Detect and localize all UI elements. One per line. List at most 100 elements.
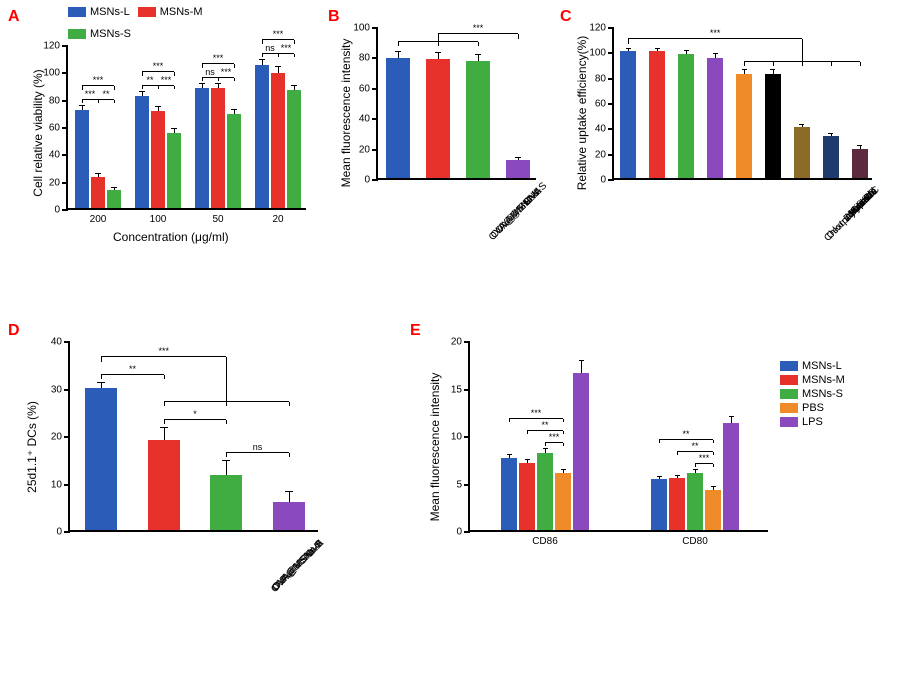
legend-item: MSNs-S [780, 388, 845, 400]
panel-d: D 25d1.1⁺ DCs (%) 010203040OVA@MSNs-LOVA… [8, 320, 348, 620]
significance-label: *** [699, 453, 710, 463]
bar [723, 423, 739, 530]
significance-label: *** [161, 75, 172, 85]
legend-label: MSNs-S [802, 388, 843, 400]
bar [75, 110, 89, 208]
legend-swatch [68, 29, 86, 39]
bar [736, 74, 752, 178]
bar [620, 51, 636, 178]
panel-c-label: C [560, 8, 572, 26]
bar [211, 88, 225, 208]
y-tick-label: 5 [456, 479, 462, 490]
bar [167, 133, 181, 208]
significance-label: ** [129, 364, 136, 374]
y-tick-label: 30 [51, 384, 62, 395]
y-tick-label: 0 [54, 205, 60, 216]
significance-label: ns [265, 43, 275, 53]
panel-c: C Relative uptake efficiency(%) 02040608… [560, 6, 890, 256]
legend-swatch [138, 7, 156, 17]
bar [386, 58, 410, 178]
bar [519, 463, 535, 530]
y-tick-label: 10 [451, 432, 462, 443]
bar [151, 111, 165, 208]
significance-label: ** [146, 75, 153, 85]
x-axis-title: Concentration (μg/ml) [113, 230, 229, 244]
y-tick-label: 60 [49, 123, 60, 134]
bar [210, 475, 242, 530]
legend-label: MSNs-M [160, 6, 203, 18]
significance-label: *** [710, 28, 721, 38]
chart-area-c: 020406080100120ControlM-β-CDNystatinAmil… [612, 28, 872, 180]
y-tick-label: 15 [451, 384, 462, 395]
bar [271, 73, 285, 208]
y-tick-label: 80 [595, 73, 606, 84]
bar [426, 59, 450, 178]
bar [273, 502, 305, 531]
x-tick-label: 200 [90, 214, 107, 225]
y-tick-label: 80 [359, 53, 370, 64]
y-tick-label: 10 [51, 479, 62, 490]
bar [227, 114, 241, 208]
y-tick-label: 40 [359, 114, 370, 125]
legend-item: MSNs-L [68, 6, 130, 18]
significance-label: *** [153, 61, 164, 71]
bar [678, 54, 694, 178]
significance-label: *** [85, 89, 96, 99]
panel-a-label: A [8, 8, 20, 26]
legend-swatch [780, 361, 798, 371]
bar [255, 65, 269, 209]
panel-e-legend: MSNs-L MSNs-M MSNs-S PBS LPS [780, 360, 845, 430]
panel-a: A MSNs-L MSNs-M MSNs-S Cell relative via… [8, 6, 318, 256]
legend-swatch [780, 375, 798, 385]
legend-swatch [780, 417, 798, 427]
y-tick-label: 100 [589, 48, 606, 59]
y-axis-title: Mean fluorescence intensity [428, 362, 442, 532]
y-tick-label: 20 [49, 177, 60, 188]
significance-label: *** [549, 432, 560, 442]
bar [195, 88, 209, 208]
y-tick-label: 60 [595, 99, 606, 110]
bar [651, 479, 667, 530]
bar [91, 177, 105, 208]
panel-b-label: B [328, 8, 340, 26]
y-tick-label: 20 [359, 144, 370, 155]
legend-label: MSNs-M [802, 374, 845, 386]
significance-label: *** [281, 43, 292, 53]
significance-label: *** [158, 346, 169, 356]
panel-b: B Mean fluorescence intensity 0204060801… [328, 6, 548, 256]
significance-label: ns [205, 67, 215, 77]
legend-label: PBS [802, 402, 824, 414]
y-tick-label: 0 [456, 527, 462, 538]
y-tick-label: 100 [353, 23, 370, 34]
y-axis-title: Mean fluorescence intensity [339, 33, 353, 193]
chart-area-d: 010203040OVA@MSNs-LOVA@MSNs-MOVA@MSNs-SO… [68, 342, 318, 532]
legend-label: LPS [802, 416, 823, 428]
bar [705, 490, 721, 530]
y-tick-label: 40 [595, 124, 606, 135]
significance-label: ** [691, 441, 698, 451]
y-tick-label: 120 [43, 41, 60, 52]
bar [555, 473, 571, 530]
legend-item: MSNs-S [68, 28, 298, 40]
bar [669, 478, 685, 530]
y-tick-label: 80 [49, 95, 60, 106]
panel-e: E Mean fluorescence intensity 05101520CD… [410, 320, 890, 620]
bar [573, 373, 589, 530]
bar [852, 149, 868, 178]
significance-label: *** [531, 408, 542, 418]
x-tick-label: OVA [296, 538, 326, 568]
significance-label: ns [253, 442, 263, 452]
bar [148, 440, 180, 530]
significance-label: ** [682, 429, 689, 439]
bar [537, 453, 553, 530]
y-tick-label: 40 [51, 337, 62, 348]
y-axis-title: 25d1.1⁺ DCs (%) [25, 387, 39, 507]
y-tick-label: 0 [600, 175, 606, 186]
chart-area-b: 020406080100OVA@MSNs-LOVA@MSNs-MOVA@MSNs… [376, 28, 536, 180]
y-tick-label: 20 [595, 149, 606, 160]
chart-area-a: 020406080100120200********100********50n… [66, 46, 306, 210]
y-tick-label: 20 [51, 432, 62, 443]
x-tick-label: 100 [150, 214, 167, 225]
bar [107, 190, 121, 208]
significance-label: ** [541, 420, 548, 430]
